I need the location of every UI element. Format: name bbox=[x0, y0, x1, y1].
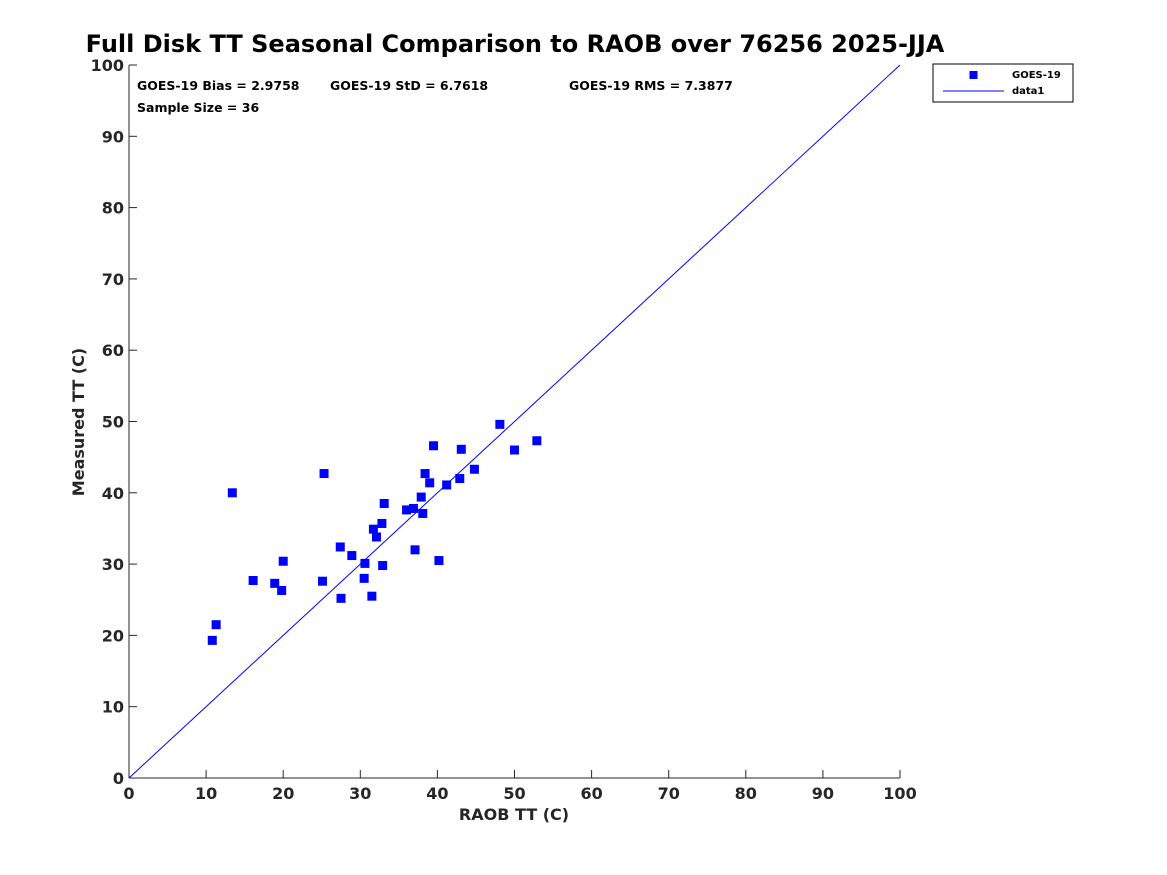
x-tick-label: 50 bbox=[503, 784, 525, 803]
y-tick-label: 90 bbox=[102, 127, 124, 146]
data-point bbox=[359, 573, 369, 583]
data-point bbox=[360, 558, 370, 568]
data-point bbox=[371, 532, 381, 542]
stat-sample-size: Sample Size = 36 bbox=[137, 100, 259, 115]
data-point bbox=[207, 635, 217, 645]
stat-std: GOES-19 StD = 6.7618 bbox=[330, 78, 488, 93]
data-point bbox=[379, 498, 389, 508]
data-point bbox=[248, 575, 258, 585]
data-point bbox=[434, 556, 444, 566]
y-axis: 0 10 20 30 40 50 60 70 80 90 100 bbox=[91, 56, 137, 788]
data-point bbox=[368, 524, 378, 534]
data-point bbox=[469, 464, 479, 474]
data-point bbox=[278, 556, 288, 566]
x-tick-label: 10 bbox=[195, 784, 217, 803]
legend-label-data1: data1 bbox=[1012, 86, 1044, 97]
data-point bbox=[420, 469, 430, 479]
data-point bbox=[455, 474, 465, 484]
data-point bbox=[335, 542, 345, 552]
x-tick-label: 100 bbox=[883, 784, 916, 803]
y-tick-label: 10 bbox=[102, 698, 124, 717]
x-tick-label: 70 bbox=[658, 784, 680, 803]
data-point bbox=[211, 620, 221, 630]
data-point bbox=[429, 441, 439, 451]
legend[interactable]: GOES-19 data1 bbox=[932, 63, 1074, 103]
data-point bbox=[318, 576, 328, 586]
x-tick-label: 30 bbox=[349, 784, 371, 803]
series-line-data1 bbox=[128, 64, 901, 779]
data-point bbox=[270, 578, 280, 588]
y-tick-label: 50 bbox=[102, 413, 124, 432]
data-point bbox=[532, 436, 542, 446]
y-tick-label: 0 bbox=[113, 769, 124, 788]
x-tick-label: 20 bbox=[272, 784, 294, 803]
x-tick-label: 90 bbox=[812, 784, 834, 803]
x-tick-label: 0 bbox=[123, 784, 134, 803]
data-point bbox=[408, 503, 418, 513]
x-tick-label: 40 bbox=[426, 784, 448, 803]
x-tick-label: 80 bbox=[735, 784, 757, 803]
data-point bbox=[377, 518, 387, 528]
data-point bbox=[347, 551, 357, 561]
y-tick-label: 80 bbox=[102, 199, 124, 218]
data-point bbox=[227, 488, 237, 498]
y-tick-label: 30 bbox=[102, 555, 124, 574]
data-point bbox=[442, 480, 452, 490]
legend-box bbox=[932, 63, 1074, 103]
chart-title: Full Disk TT Seasonal Comparison to RAOB… bbox=[86, 30, 945, 58]
data-point bbox=[410, 545, 420, 555]
data-point bbox=[336, 593, 346, 603]
y-tick-label: 20 bbox=[102, 626, 124, 645]
y-axis-label: Measured TT (C) bbox=[69, 348, 88, 496]
data-point bbox=[495, 419, 505, 429]
y-tick-label: 40 bbox=[102, 484, 124, 503]
data-point bbox=[418, 508, 428, 518]
data-point bbox=[319, 469, 329, 479]
y-tick-label: 60 bbox=[102, 341, 124, 360]
data-point bbox=[425, 478, 435, 488]
data-point bbox=[402, 505, 412, 515]
stat-bias: GOES-19 Bias = 2.9758 bbox=[137, 78, 299, 93]
x-axis-label: RAOB TT (C) bbox=[459, 805, 569, 824]
y-tick-label: 70 bbox=[102, 270, 124, 289]
stat-rms: GOES-19 RMS = 7.3877 bbox=[569, 78, 733, 93]
data-point bbox=[510, 445, 519, 455]
data-point bbox=[367, 591, 377, 601]
data-point bbox=[456, 444, 466, 454]
y-tick-label: 100 bbox=[91, 56, 124, 75]
data-point bbox=[277, 585, 287, 595]
data-point bbox=[378, 561, 388, 571]
x-axis: 0 10 20 30 40 50 60 70 80 90 100 bbox=[123, 770, 917, 803]
series-layer bbox=[128, 64, 901, 779]
x-tick-label: 60 bbox=[580, 784, 602, 803]
legend-marker-goes19 bbox=[969, 71, 978, 79]
data-point bbox=[416, 492, 426, 502]
legend-label-goes19: GOES-19 bbox=[1012, 70, 1061, 81]
